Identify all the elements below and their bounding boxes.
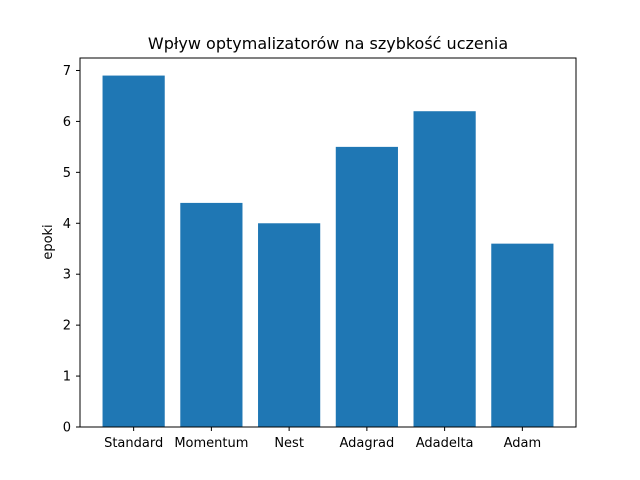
y-tick-label: 4 bbox=[63, 217, 71, 232]
y-tick-label: 0 bbox=[63, 421, 71, 436]
y-tick-label: 1 bbox=[63, 370, 71, 385]
y-tick-label: 2 bbox=[63, 319, 71, 334]
bar-adadelta bbox=[413, 111, 476, 427]
x-tick-label: Nest bbox=[274, 436, 304, 451]
bar-adam bbox=[491, 243, 554, 427]
y-tick-label: 7 bbox=[63, 64, 71, 79]
x-tick-label: Standard bbox=[104, 436, 163, 451]
y-tick-label: 5 bbox=[63, 166, 71, 181]
y-tick-label: 3 bbox=[63, 268, 71, 283]
bar-standard bbox=[102, 75, 165, 428]
bar-adagrad bbox=[335, 146, 398, 427]
y-tick-label: 6 bbox=[63, 115, 71, 130]
plot-frame bbox=[79, 57, 577, 428]
bars-group bbox=[102, 75, 554, 428]
bar-momentum bbox=[180, 202, 243, 427]
bar-nest bbox=[258, 223, 321, 427]
x-tick-label: Momentum bbox=[174, 436, 248, 451]
ticks-group: Standard Momentum Nest Adagrad Adadelta Adam 0… bbox=[63, 64, 541, 451]
x-tick-label: Adagrad bbox=[340, 436, 395, 451]
x-tick-label: Adam bbox=[504, 436, 542, 451]
x-tick-label: Adadelta bbox=[416, 436, 474, 451]
y-axis-label: epoki bbox=[41, 224, 56, 259]
chart-title: Wpływ optymalizatorów na szybkość uczeni… bbox=[148, 34, 508, 53]
